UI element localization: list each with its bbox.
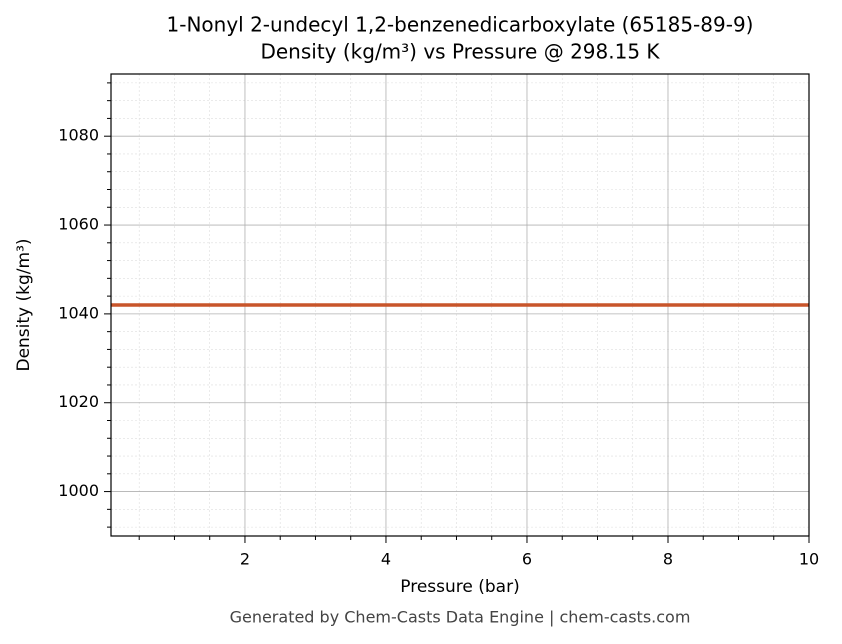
y-tick-label: 1000 <box>58 481 99 500</box>
x-axis-label: Pressure (bar) <box>400 577 519 597</box>
y-tick-label: 1060 <box>58 215 99 234</box>
chart-subtitle: Density (kg/m³) vs Pressure @ 298.15 K <box>260 40 660 64</box>
chart-title: 1-Nonyl 2-undecyl 1,2-benzenedicarboxyla… <box>167 13 754 37</box>
y-axis-label: Density (kg/m³) <box>14 238 34 371</box>
x-tick-label: 8 <box>663 550 673 569</box>
plot-frame <box>110 73 810 537</box>
x-tick-label: 6 <box>522 550 532 569</box>
x-tick-label: 4 <box>381 550 391 569</box>
y-tick-label: 1080 <box>58 126 99 145</box>
x-tick-label: 10 <box>799 550 819 569</box>
y-tick-label: 1020 <box>58 392 99 411</box>
footer: Generated by Chem-Casts Data Engine | ch… <box>230 608 691 627</box>
y-tick-label: 1040 <box>58 303 99 322</box>
x-tick-label: 2 <box>240 550 250 569</box>
